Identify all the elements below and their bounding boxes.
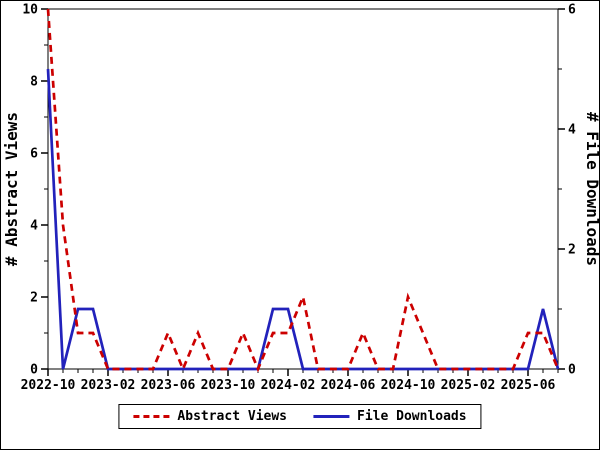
right-axis-tick-label: 2 — [568, 243, 576, 258]
x-axis-tick-label: 2023-10 — [201, 378, 256, 393]
x-axis-tick-label: 2024-02 — [261, 378, 316, 393]
right-axis: 0 2 4 6 — [558, 3, 576, 378]
x-axis-tick-label: 2024-06 — [321, 378, 376, 393]
left-axis-tick-label: 10 — [22, 3, 38, 18]
left-axis-title: # Abstract Views — [2, 112, 21, 266]
legend-label-file-downloads: File Downloads — [357, 409, 467, 424]
right-axis-tick-label: 0 — [568, 363, 576, 378]
x-axis-tick-label: 2024-10 — [381, 378, 436, 393]
x-axis: 2022-10 2023-02 2023-06 2023-10 2024-02 2024-… — [21, 369, 559, 393]
left-axis-tick-label: 6 — [30, 147, 38, 162]
legend-item-file-downloads: File Downloads — [313, 409, 467, 424]
abstract-views-line-swatch — [133, 415, 170, 418]
x-axis-tick-label: 2025-06 — [501, 378, 556, 393]
file-downloads-line-swatch — [313, 415, 349, 418]
x-axis-tick-label: 2025-02 — [441, 378, 496, 393]
legend-label-abstract-views: Abstract Views — [177, 409, 287, 424]
left-axis-tick-label: 0 — [30, 363, 38, 378]
x-axis-tick-label: 2022-10 — [21, 378, 76, 393]
abstract-views-line — [46, 8, 560, 373]
legend: Abstract Views File Downloads — [118, 404, 482, 429]
legend-item-abstract-views: Abstract Views — [133, 409, 287, 424]
right-axis-tick-label: 6 — [568, 3, 576, 18]
left-axis: 0 2 4 6 8 10 — [22, 3, 48, 378]
file-downloads-line — [46, 68, 560, 371]
right-axis-title: # File Downloads — [583, 112, 599, 266]
right-axis-tick-label: 4 — [568, 123, 576, 138]
left-axis-tick-label: 4 — [30, 219, 38, 234]
plot-frame — [47, 8, 559, 370]
x-axis-tick-label: 2023-02 — [81, 378, 136, 393]
left-axis-tick-label: 2 — [30, 291, 38, 306]
x-axis-tick-label: 2023-06 — [141, 378, 196, 393]
left-axis-tick-label: 8 — [30, 75, 38, 90]
